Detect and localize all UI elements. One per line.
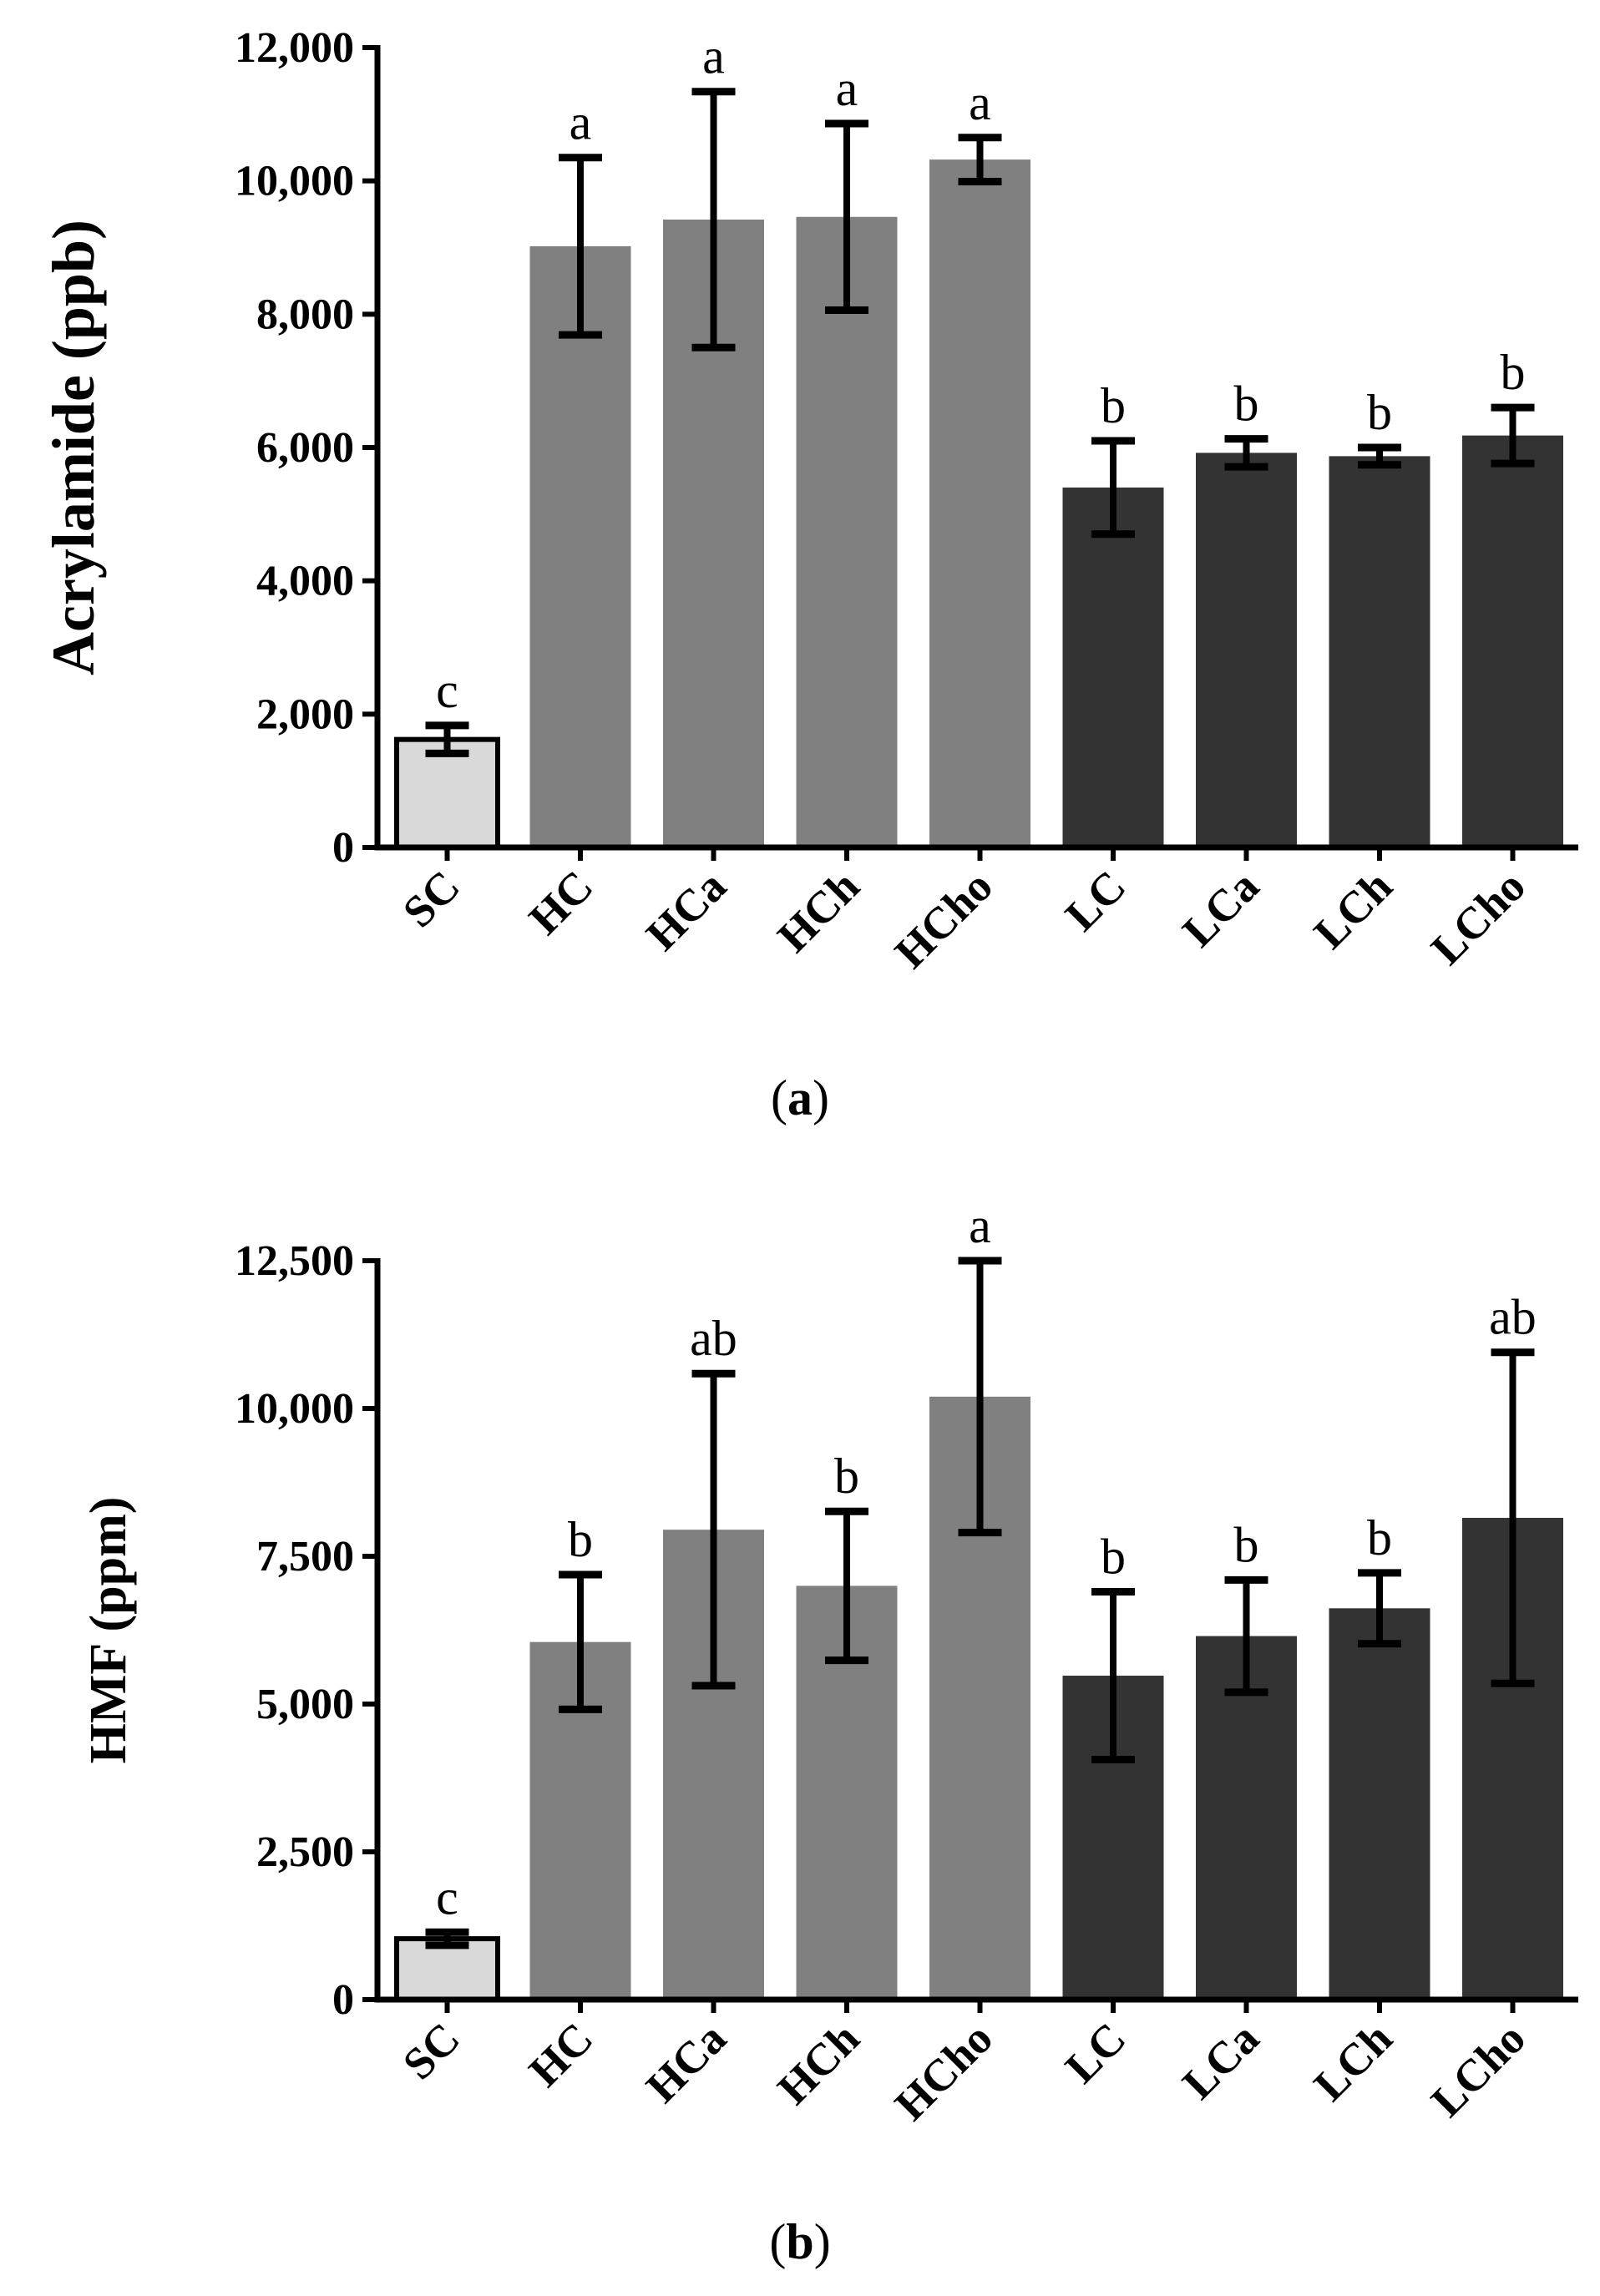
x-tick-label-HCh: HCh [768,2013,869,2114]
significance-label-LCho: b [1501,345,1526,400]
x-tick-label-HCa: HCa [636,861,736,960]
x-tick-label-LCh: LCh [1304,2013,1402,2111]
x-tick-label-LCho: LCho [1421,2013,1535,2127]
y-tick-label: 2,500 [256,1828,354,1876]
significance-label-HCho: a [969,1198,991,1253]
significance-label-HCh: a [836,61,858,116]
x-tick-label-HC: HC [519,861,603,944]
y-tick-label: 12,500 [235,1237,354,1285]
x-tick-label-SC: SC [393,2013,469,2089]
y-tick-label: 2,000 [256,690,354,738]
y-tick-label: 0 [332,1976,354,2024]
y-tick-label: 5,000 [256,1681,354,1728]
significance-label-LCh: b [1367,385,1392,440]
y-tick-label: 10,000 [235,1385,354,1433]
x-tick-label-LCa: LCa [1172,861,1268,957]
significance-label-HC: b [568,1512,593,1567]
bar-LCh [1329,456,1430,847]
x-tick-label-LC: LC [1056,861,1135,940]
x-tick-label-LCa: LCa [1172,2013,1268,2109]
chart-panel-b: cSCbHCabHCabHChaHChobLCbLCabLChabLCho02,… [80,1198,1578,2269]
bar-LC [1062,487,1164,847]
significance-label-LCa: b [1234,377,1259,432]
x-tick-label-SC: SC [393,861,469,937]
y-tick-label: 0 [332,824,354,872]
significance-label-HCa: ab [690,1311,737,1366]
bar-HCho [929,159,1030,847]
y-tick-label: 10,000 [235,158,354,205]
y-tick-label: 6,000 [256,424,354,472]
significance-label-HC: a [570,95,592,150]
chart-panel-a: cSCaHCaHCaaHChaHChobLCbLCabLChbLCho02,00… [40,24,1578,1125]
significance-label-SC: c [436,1869,458,1924]
x-tick-label-HCh: HCh [768,861,869,962]
y-axis-title: Acrylamide (ppb) [40,220,107,675]
significance-label-HCho: a [969,75,991,130]
bar-LCa [1196,453,1297,847]
significance-label-LCho: ab [1489,1290,1537,1345]
significance-label-LC: b [1101,1529,1126,1584]
x-tick-label-HCho: HCho [885,861,1002,978]
y-tick-label: 7,500 [256,1533,354,1580]
y-axis-title: HMF (ppm) [80,1497,137,1764]
y-tick-label: 4,000 [256,558,354,605]
significance-label-SC: c [436,663,458,718]
bar-LCh [1329,1608,1430,2000]
x-tick-label-HC: HC [519,2013,603,2096]
significance-label-LCa: b [1234,1517,1259,1572]
x-tick-label-LC: LC [1056,2013,1135,2092]
bar-LCho [1462,435,1563,847]
bar-HC [529,245,631,847]
y-tick-label: 12,000 [235,24,354,72]
y-tick-label: 8,000 [256,291,354,338]
significance-label-LC: b [1101,378,1126,433]
significance-label-HCh: b [834,1449,859,1504]
significance-label-HCa: a [702,29,725,84]
panel-caption: (b) [769,2214,830,2269]
x-tick-label-HCho: HCho [885,2013,1002,2130]
x-tick-label-HCa: HCa [636,2013,736,2112]
x-tick-label-LCh: LCh [1304,861,1402,958]
panel-caption: (a) [771,1070,829,1125]
x-tick-label-LCho: LCho [1421,861,1535,974]
bar-LCa [1196,1636,1297,2000]
bar-HCh [796,216,898,847]
significance-label-LCh: b [1367,1510,1392,1565]
